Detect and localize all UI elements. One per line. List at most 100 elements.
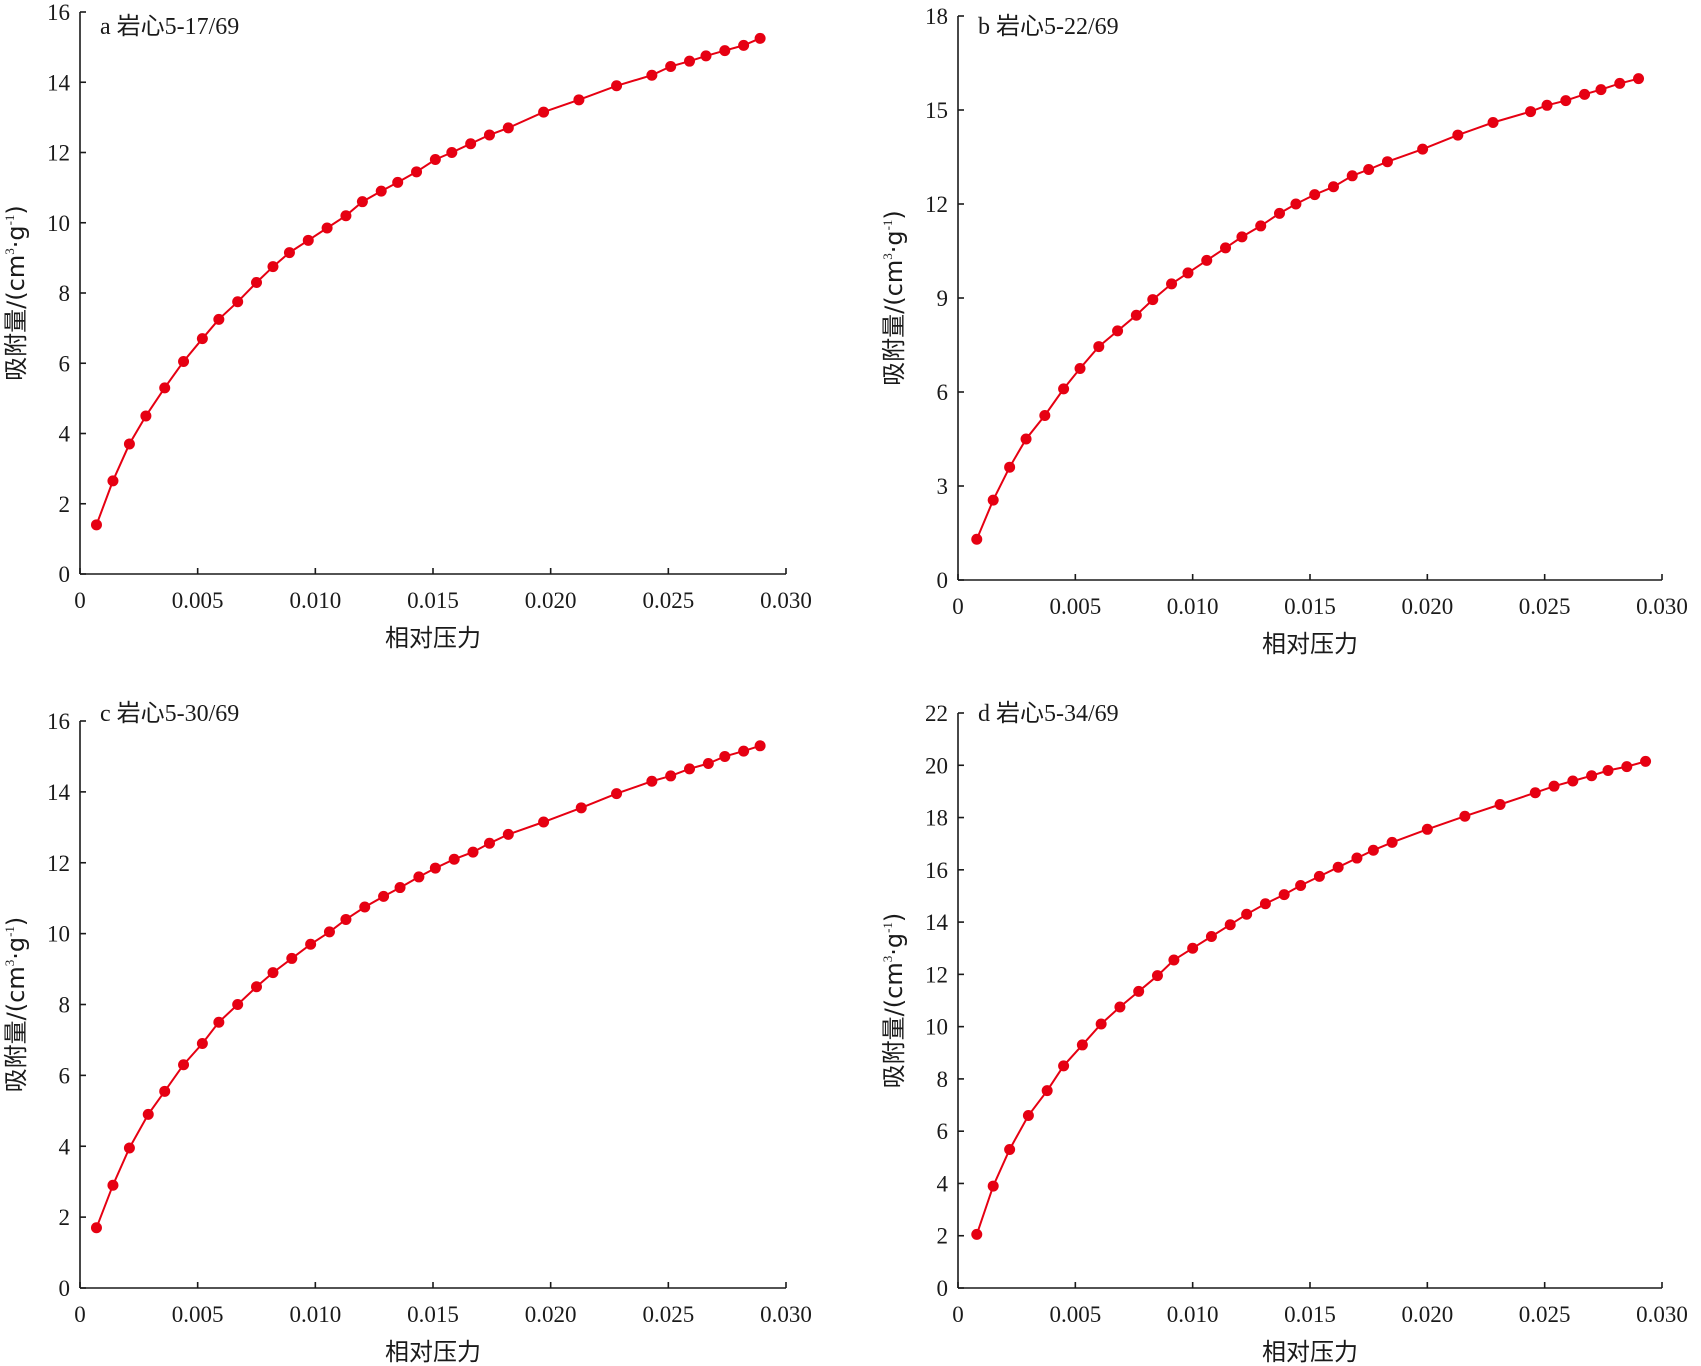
- data-point-d: [1386, 836, 1398, 848]
- data-point-b: [1579, 88, 1591, 100]
- y-tick-label-c: 14: [47, 780, 71, 805]
- x-tick-label-b: 0.025: [1519, 594, 1571, 619]
- data-point-b: [1201, 254, 1213, 266]
- data-point-a: [392, 176, 404, 188]
- chart-panel-c: 0 0.005 0.010 0.015 0.020 0.025 0.030 0 2 4 6 8 10 12…: [0, 683, 850, 1366]
- data-point-a: [465, 138, 477, 150]
- x-tick-label-d: 0.030: [1636, 1302, 1688, 1327]
- data-point-a: [356, 196, 368, 208]
- data-point-c: [286, 952, 298, 964]
- data-point-b: [1004, 461, 1016, 473]
- data-point-c: [502, 828, 514, 840]
- data-point-b: [1346, 170, 1358, 182]
- y-tick-label-d: 22: [925, 701, 948, 726]
- data-point-b: [1525, 106, 1537, 118]
- data-point-c: [738, 745, 750, 757]
- data-point-a: [302, 234, 314, 246]
- data-point-d: [1205, 930, 1217, 942]
- y-tick-label-b: 9: [937, 286, 949, 311]
- chart-panel-a: 0 0.005 0.010 0.015 0.020 0.025 0.030 0 2 4 6 8 10 12…: [0, 0, 850, 683]
- y-tick-label-b: 0: [937, 568, 949, 593]
- data-point-a: [538, 106, 550, 118]
- x-tick-label-b: 0.005: [1049, 594, 1101, 619]
- data-point-b: [1595, 84, 1607, 96]
- x-tick-label-d: 0.015: [1284, 1302, 1336, 1327]
- data-point-b: [1220, 242, 1232, 254]
- data-point-d: [1022, 1110, 1034, 1121]
- data-point-d: [1187, 942, 1199, 954]
- data-point-a: [196, 333, 208, 345]
- chart-panel-d: 0 0.005 0.010 0.015 0.020 0.025 0.030 0 2 4 6 8 10 12…: [850, 683, 1701, 1366]
- x-tick-label-a: 0.010: [289, 588, 341, 613]
- x-tick-label-d: 0: [952, 1302, 964, 1327]
- y-tick-label-a: 4: [59, 422, 71, 447]
- data-point-b: [987, 494, 999, 506]
- data-point-a: [446, 147, 458, 158]
- x-tick-label-a: 0.015: [407, 588, 459, 613]
- data-point-c: [267, 967, 279, 979]
- data-point-d: [1224, 919, 1236, 931]
- series-line-a: [95, 37, 761, 526]
- y-axis-title-sup2-d: -1: [880, 922, 895, 933]
- data-point-a: [738, 39, 750, 51]
- data-point-b: [1182, 267, 1194, 279]
- data-point-c: [359, 901, 371, 913]
- x-tick-label-c: 0.015: [407, 1302, 459, 1327]
- data-point-c: [538, 816, 550, 828]
- data-point-d: [1295, 880, 1307, 891]
- data-point-a: [573, 94, 585, 106]
- data-point-c: [107, 1179, 119, 1191]
- data-point-c: [394, 882, 406, 894]
- y-axis-title-sup2-b: -1: [880, 220, 895, 231]
- x-tick-label-c: 0.030: [760, 1302, 812, 1327]
- chart-b-svg: 0 0.005 0.010 0.015 0.020 0.025 0.030 0 3 6 9 12 15 1…: [880, 4, 1688, 658]
- data-point-c: [251, 981, 262, 993]
- y-tick-label-d: 10: [925, 1015, 948, 1040]
- x-tick-label-c: 0.005: [172, 1302, 224, 1327]
- y-tick-label-a: 6: [59, 351, 71, 376]
- data-point-a: [719, 45, 731, 57]
- x-axis-title-d: 相对压力: [1262, 1338, 1358, 1366]
- y-axis-title-mid-c: ·g: [2, 937, 30, 960]
- data-point-b: [1039, 410, 1051, 421]
- x-tick-label-a: 0: [74, 588, 86, 613]
- data-point-c: [305, 938, 317, 950]
- data-point-d: [1548, 780, 1560, 792]
- y-axis-title-mid-d: ·g: [880, 933, 908, 956]
- data-point-b: [1093, 341, 1105, 353]
- series-line-d: [975, 760, 1646, 1235]
- data-point-d: [1095, 1018, 1107, 1030]
- data-point-d: [1076, 1039, 1088, 1051]
- data-point-c: [178, 1059, 190, 1071]
- data-point-c: [611, 788, 623, 800]
- y-tick-label-c: 12: [47, 851, 70, 876]
- data-point-b: [1147, 294, 1159, 306]
- x-tick-label-a: 0.005: [172, 588, 224, 613]
- data-point-a: [90, 519, 102, 531]
- data-point-a: [159, 382, 171, 394]
- y-tick-label-c: 16: [47, 709, 70, 734]
- y-tick-label-b: 12: [925, 192, 948, 217]
- x-tick-label-a: 0.025: [642, 588, 694, 613]
- x-tick-label-b: 0.030: [1636, 594, 1688, 619]
- data-point-b: [1058, 383, 1070, 395]
- y-tick-label-b: 6: [937, 380, 949, 405]
- y-axis-title-a: 吸附量/(cm3·g-1): [2, 205, 30, 381]
- series-line-c: [95, 744, 761, 1229]
- data-point-b: [1273, 207, 1285, 219]
- data-point-b: [1381, 156, 1393, 168]
- x-tick-label-b: 0.020: [1401, 594, 1453, 619]
- y-tick-label-c: 4: [59, 1134, 71, 1159]
- data-point-c: [323, 926, 335, 938]
- x-tick-label-b: 0.015: [1284, 594, 1336, 619]
- series-line-b: [975, 77, 1639, 540]
- panel-title-c: c 岩心5-30/69: [100, 700, 239, 727]
- y-tick-label-a: 2: [59, 492, 71, 517]
- x-tick-label-c: 0.010: [289, 1302, 341, 1327]
- y-axis-title-main-d: 吸附量/(cm: [880, 962, 908, 1088]
- data-point-c: [213, 1016, 225, 1028]
- x-tick-label-a: 0.020: [525, 588, 577, 613]
- x-tick-label-b: 0: [952, 594, 964, 619]
- data-point-d: [1313, 870, 1325, 882]
- data-point-c: [702, 758, 714, 770]
